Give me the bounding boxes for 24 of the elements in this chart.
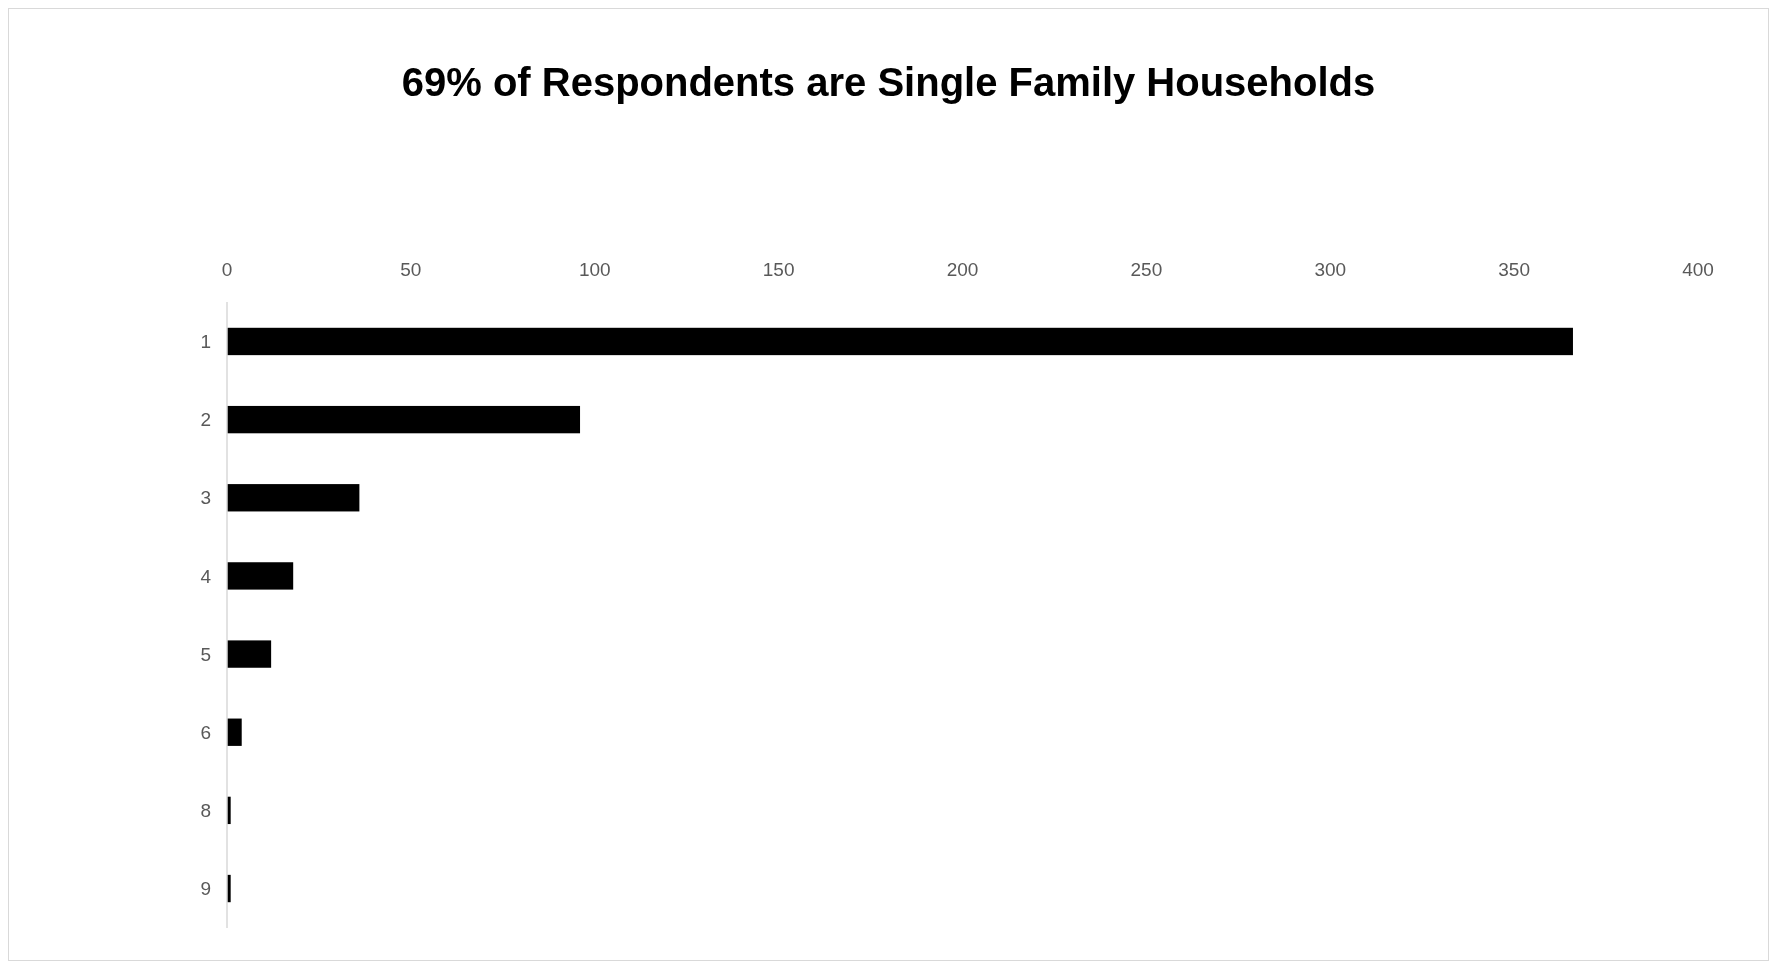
y-tick-label: 3 bbox=[200, 487, 211, 509]
bar bbox=[227, 562, 294, 590]
chart-title: 69% of Respondents are Single Family Households bbox=[401, 60, 1376, 104]
y-tick-label: 4 bbox=[200, 565, 212, 587]
y-tick-label: 5 bbox=[200, 643, 211, 665]
y-tick-label: 1 bbox=[200, 331, 211, 353]
x-tick-label: 400 bbox=[1682, 259, 1714, 280]
y-tick-label: 8 bbox=[200, 800, 211, 822]
y-tick-label: 6 bbox=[200, 721, 211, 743]
x-tick-label: 200 bbox=[946, 259, 979, 280]
x-tick-label: 50 bbox=[400, 259, 422, 280]
y-tick-label: 9 bbox=[200, 878, 211, 900]
x-tick-label: 0 bbox=[221, 259, 233, 280]
bar bbox=[227, 327, 1573, 356]
bar bbox=[227, 718, 242, 746]
bar bbox=[227, 405, 581, 434]
x-tick-label: 350 bbox=[1498, 259, 1530, 280]
bar bbox=[227, 640, 272, 668]
x-tick-label: 300 bbox=[1314, 259, 1347, 280]
x-tick-label: 100 bbox=[578, 259, 611, 280]
bar bbox=[227, 484, 360, 512]
y-tick-label: 2 bbox=[200, 409, 211, 431]
x-tick-label: 150 bbox=[762, 259, 795, 280]
x-tick-label: 250 bbox=[1130, 259, 1163, 280]
